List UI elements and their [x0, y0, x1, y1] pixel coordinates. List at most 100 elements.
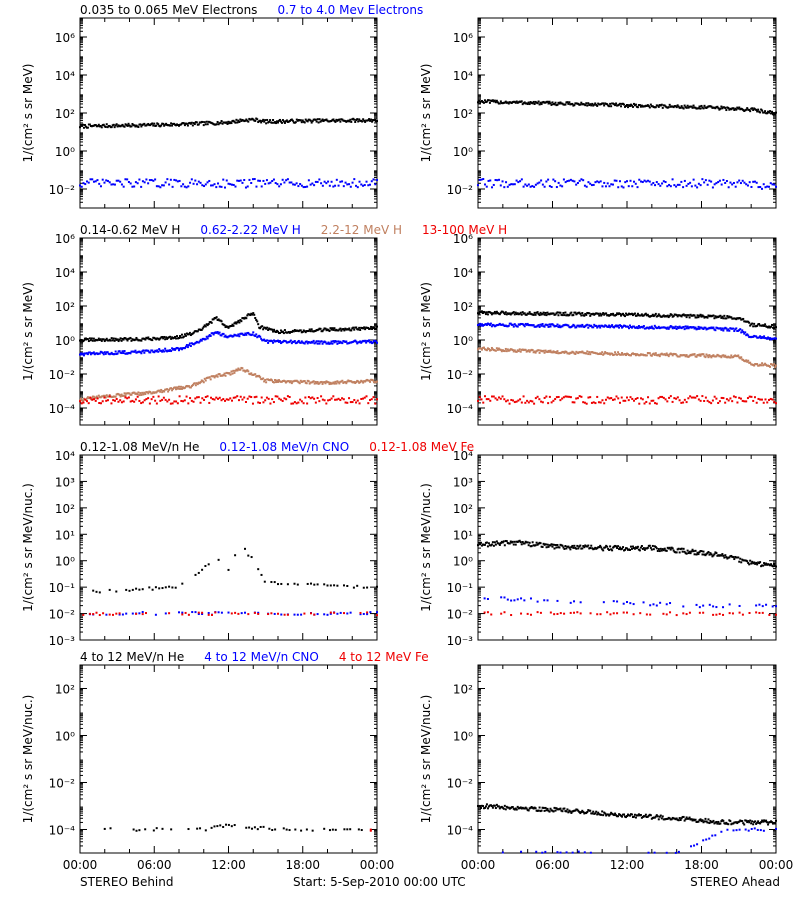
data-point	[581, 547, 584, 550]
data-point	[540, 324, 543, 327]
data-point	[494, 543, 497, 546]
data-point	[237, 179, 240, 182]
data-point	[244, 611, 246, 614]
data-point	[338, 118, 341, 121]
data-point	[159, 337, 162, 340]
data-point	[240, 320, 243, 323]
data-point	[348, 120, 351, 123]
data-point	[544, 311, 547, 314]
data-point	[709, 355, 712, 358]
data-point	[608, 105, 611, 108]
data-point	[657, 325, 660, 328]
data-point	[578, 179, 581, 182]
data-point	[678, 325, 681, 328]
data-point	[143, 122, 146, 125]
data-point	[564, 311, 567, 314]
data-point	[761, 362, 764, 365]
data-point	[687, 314, 690, 317]
data-point	[702, 327, 705, 330]
data-point	[739, 317, 742, 320]
data-point	[290, 331, 293, 334]
data-point	[570, 351, 573, 354]
data-point	[317, 340, 320, 343]
data-point	[206, 395, 209, 398]
data-point	[531, 400, 534, 403]
data-point	[275, 381, 278, 384]
data-point	[567, 324, 570, 327]
data-point	[640, 180, 643, 183]
data-point	[551, 101, 554, 104]
data-point	[335, 382, 338, 385]
data-point	[508, 183, 511, 186]
legend-label: 2.2-12 MeV H	[321, 223, 402, 237]
data-point	[89, 339, 92, 342]
data-point	[668, 326, 671, 329]
data-point	[204, 325, 207, 328]
data-point	[510, 183, 513, 186]
data-point	[365, 341, 368, 344]
data-point	[697, 553, 700, 556]
data-point	[279, 183, 282, 186]
data-point	[480, 178, 483, 181]
series-2	[79, 366, 378, 402]
data-point	[220, 185, 223, 188]
data-point	[540, 400, 543, 403]
data-point	[575, 326, 578, 329]
data-point	[171, 402, 174, 405]
data-point	[197, 613, 200, 616]
data-point	[576, 611, 579, 614]
data-point	[119, 395, 122, 398]
data-point	[732, 395, 735, 398]
data-point	[622, 399, 625, 402]
data-point	[512, 183, 515, 186]
data-point	[550, 103, 553, 106]
data-point	[581, 323, 584, 326]
data-point	[611, 324, 614, 327]
data-point	[580, 395, 583, 398]
data-point	[368, 118, 371, 121]
data-point	[335, 398, 338, 401]
data-point	[727, 399, 730, 402]
data-point	[618, 548, 621, 551]
data-point	[707, 356, 710, 359]
data-point	[164, 181, 167, 184]
data-point	[601, 313, 604, 316]
data-point	[367, 184, 370, 187]
data-point	[290, 181, 293, 184]
data-point	[503, 544, 506, 547]
data-point	[299, 119, 302, 122]
data-point	[682, 547, 685, 550]
data-point	[738, 179, 741, 182]
y-tick-label: 10⁻²	[49, 183, 76, 197]
data-point	[698, 551, 701, 554]
data-point	[166, 388, 169, 391]
data-point	[722, 606, 725, 609]
data-point	[236, 121, 239, 124]
data-point	[700, 550, 703, 553]
data-point	[330, 328, 333, 331]
data-point	[264, 119, 267, 122]
data-point	[543, 325, 546, 328]
data-point	[686, 549, 689, 552]
data-point	[257, 612, 260, 615]
data-point	[246, 369, 249, 372]
data-point	[250, 396, 253, 399]
data-point	[190, 121, 193, 124]
data-point	[703, 399, 706, 402]
data-point	[624, 353, 627, 356]
data-point	[247, 554, 250, 557]
data-point	[735, 108, 738, 111]
data-point	[360, 341, 363, 344]
data-point	[752, 325, 755, 328]
data-point	[320, 119, 323, 122]
data-point	[240, 612, 243, 615]
data-point	[712, 605, 715, 608]
data-point	[559, 184, 562, 187]
data-point	[204, 338, 207, 341]
data-point	[96, 339, 99, 342]
data-point	[364, 339, 367, 342]
data-point	[767, 185, 770, 188]
data-point	[596, 180, 599, 183]
data-point	[695, 603, 698, 606]
